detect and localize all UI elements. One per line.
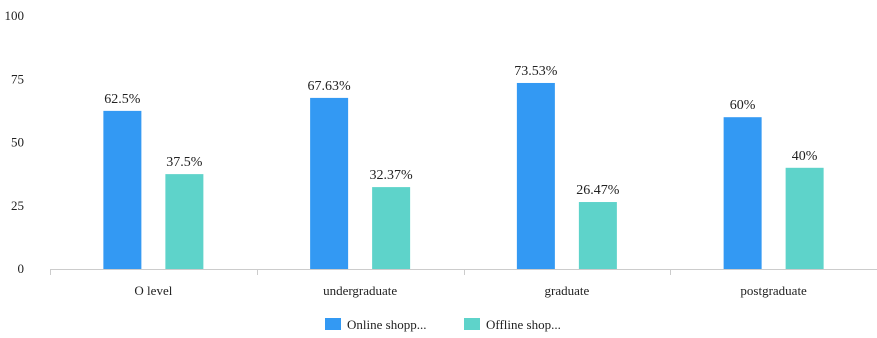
data-label: 60% [730, 98, 756, 113]
data-label: 32.37% [370, 168, 414, 183]
x-axis: O level undergraduate graduate postgraduate [50, 269, 877, 298]
x-category-label: O level [134, 283, 172, 298]
x-category-label: undergraduate [323, 283, 397, 298]
data-label: 37.5% [166, 155, 203, 170]
legend-swatch [464, 318, 480, 330]
bar-online [103, 110, 142, 269]
y-tick-label: 100 [5, 8, 25, 23]
data-label: 62.5% [104, 92, 141, 107]
bar-offline [785, 167, 824, 269]
x-category-label: graduate [544, 283, 589, 298]
legend: Online shopp... Offline shop... [325, 317, 561, 332]
legend-swatch [325, 318, 341, 330]
data-label: 40% [792, 149, 818, 164]
data-label: 26.47% [576, 183, 620, 198]
bar-offline [578, 202, 617, 269]
x-category-label: postgraduate [740, 283, 807, 298]
data-label: 73.53% [514, 64, 558, 79]
bar-online [516, 82, 555, 269]
y-tick-label: 0 [18, 261, 25, 276]
legend-label: Online shopp... [347, 317, 426, 332]
bar-online [310, 97, 349, 269]
bar-offline [372, 187, 411, 269]
bars [103, 82, 824, 269]
y-tick-label: 75 [11, 71, 24, 86]
bar-offline [165, 174, 204, 269]
bar-online [723, 117, 762, 269]
legend-label: Offline shop... [486, 317, 561, 332]
data-labels: 62.5% 67.63% 73.53% 60% 37.5% 32.37% 26.47% 40% [104, 64, 818, 198]
data-label: 67.63% [308, 79, 352, 94]
y-axis: 0 25 50 75 100 [5, 8, 25, 276]
y-tick-label: 25 [11, 198, 24, 213]
y-tick-label: 50 [11, 135, 24, 150]
